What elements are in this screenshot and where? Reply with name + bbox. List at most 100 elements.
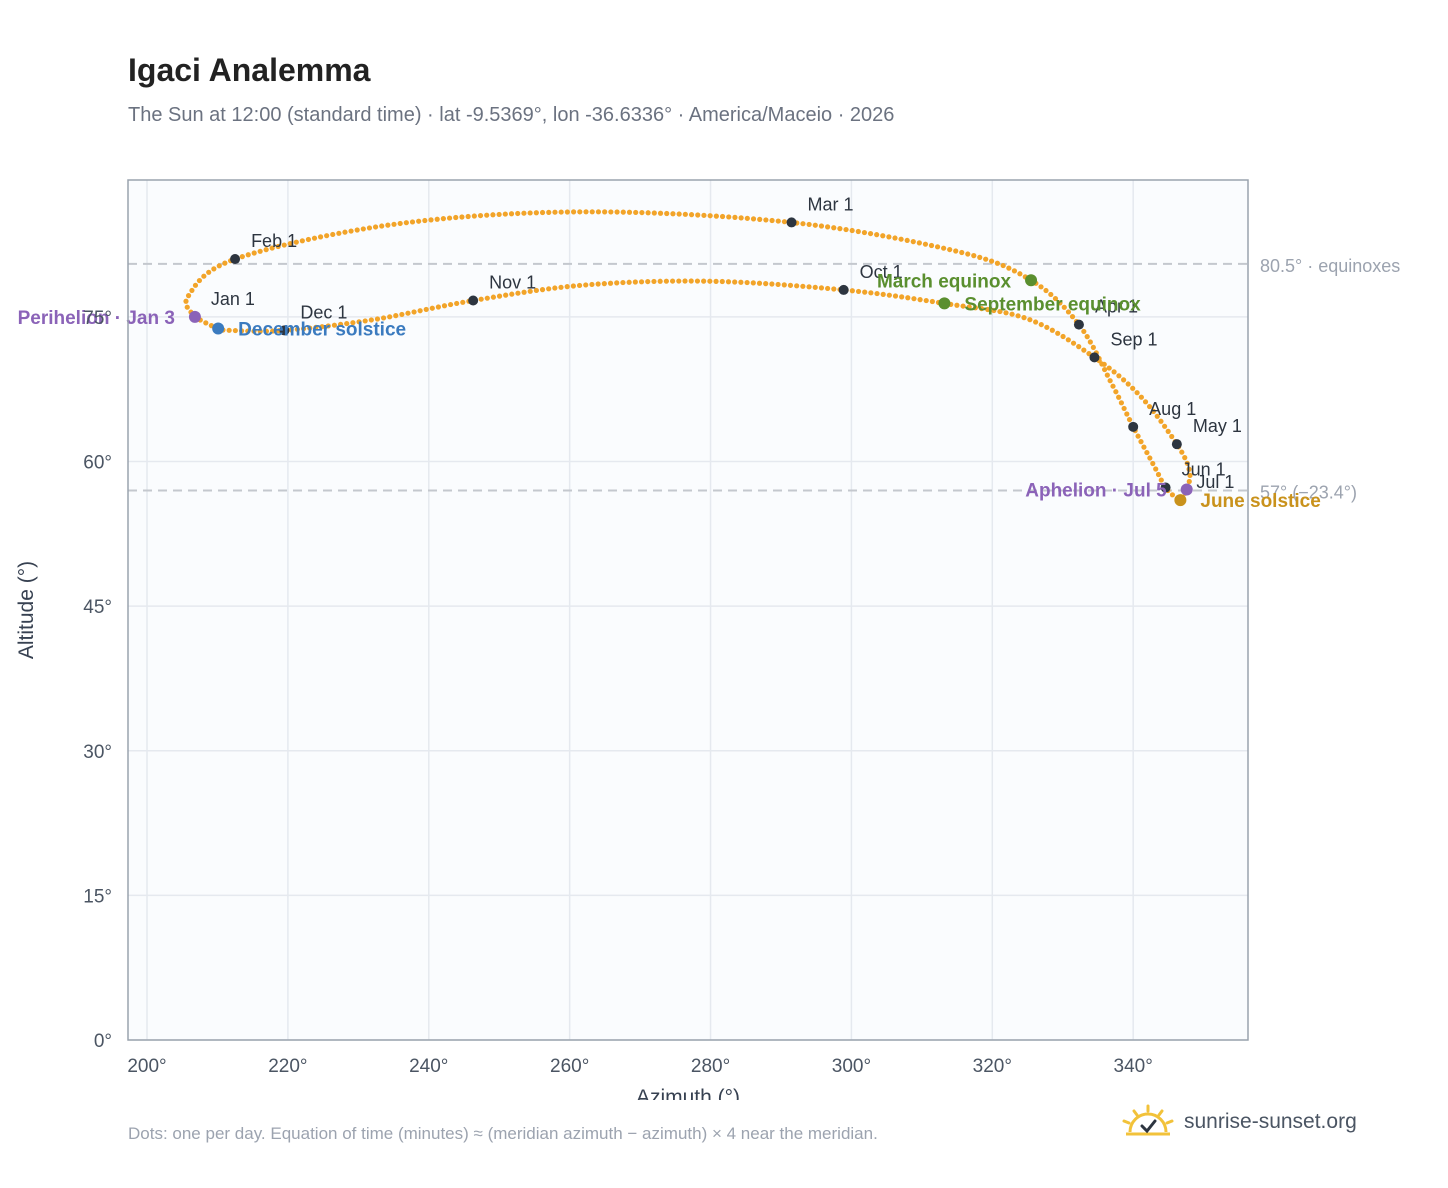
daily-dot [380,315,387,321]
daily-dot [800,283,806,289]
daily-dot [508,211,515,217]
daily-dot [1125,381,1131,387]
daily-dot [405,310,411,316]
event-marker [938,297,951,310]
daily-dot [251,328,257,334]
daily-dot [1116,373,1122,379]
daily-dot [185,293,192,299]
daily-dot [608,209,614,215]
month-label: Apr 1 [1095,297,1138,317]
daily-dot [360,226,366,232]
daily-dot [319,324,325,330]
month-label: Jun 1 [1182,460,1226,480]
daily-dot [564,284,570,290]
daily-dot [429,305,435,311]
daily-dot [1081,347,1087,353]
daily-dot [633,209,639,216]
x-tick-label: 200° [127,1056,166,1077]
daily-dot [892,235,898,241]
month-label: Sep 1 [1110,329,1157,349]
daily-dot [257,248,263,254]
daily-dot [533,287,539,294]
daily-dot [601,281,607,287]
daily-dot [1069,314,1076,320]
daily-dot [1055,330,1061,336]
y-tick-label: 0° [94,1031,112,1052]
daily-dot [1118,400,1125,406]
daily-dot [222,260,228,266]
daily-dot [985,306,991,313]
daily-dot [1044,324,1050,330]
daily-dot [270,328,276,334]
daily-dot [756,280,763,286]
daily-dot [411,309,417,315]
daily-dot [1146,403,1153,410]
daily-dot [546,286,552,292]
daily-dot [917,297,923,303]
daily-dot [216,263,222,269]
month-label: May 1 [1193,416,1242,436]
daily-dot [1011,268,1018,274]
daily-dot [1070,340,1077,346]
daily-dot [539,287,546,293]
daily-dot [1057,300,1063,306]
daily-dot [1169,492,1176,498]
daily-dot [515,210,521,217]
brand-logo[interactable]: sunrise-sunset.org [1120,1104,1357,1140]
daily-dot [1130,385,1136,391]
daily-dot [434,216,440,222]
daily-dot [509,291,515,297]
daily-dot [676,278,682,284]
daily-dot [342,229,348,235]
daily-dot [1065,337,1071,343]
daily-dot [688,278,694,284]
daily-dot [694,278,701,284]
month-marker [1160,482,1171,493]
daily-dot [1110,383,1116,389]
event-marker [212,322,225,335]
daily-dot [898,236,904,242]
daily-dot [732,279,738,285]
daily-dot [374,316,381,322]
daily-dot [337,321,344,328]
x-tick-label: 320° [973,1056,1012,1077]
month-marker [1128,421,1139,432]
event-marker [1180,483,1193,496]
y-axis-ticks: 0° 15° 30° 45° 60° 75° [83,308,112,1052]
daily-dot [206,269,212,275]
daily-dot [818,223,825,229]
daily-dot [393,313,399,319]
daily-dot [831,225,837,231]
daily-dot [994,260,1001,266]
daily-dot [1182,455,1188,461]
daily-dot [669,278,676,284]
daily-dot [331,322,338,328]
month-label: Aug 1 [1149,399,1196,419]
daily-dot [521,289,527,295]
daily-dot [1184,460,1190,466]
daily-dot [781,282,787,288]
daily-dot [892,293,899,299]
daily-dot [311,235,318,241]
daily-dot [1003,310,1009,316]
daily-dot [484,212,490,218]
daily-dot [1162,423,1168,429]
x-tick-label: 340° [1114,1056,1153,1077]
daily-dot [719,213,726,220]
event-markers: Perihelion · Jan 3 March equinoxSeptember… [18,271,1321,512]
daily-dot [1090,344,1096,351]
month-label: Feb 1 [251,231,297,251]
y-tick-label: 15° [83,886,112,907]
daily-dot [1187,472,1193,478]
daily-dot [428,217,434,223]
daily-dot [201,273,207,279]
daily-dot [558,209,564,215]
daily-dot [299,238,305,244]
daily-dot [941,245,947,251]
daily-dot [595,209,602,215]
daily-dot [552,209,558,215]
y-axis-label: Altitude (°) [15,561,38,659]
daily-dot [769,281,775,287]
daily-dot [781,219,788,225]
daily-dot [245,252,251,258]
